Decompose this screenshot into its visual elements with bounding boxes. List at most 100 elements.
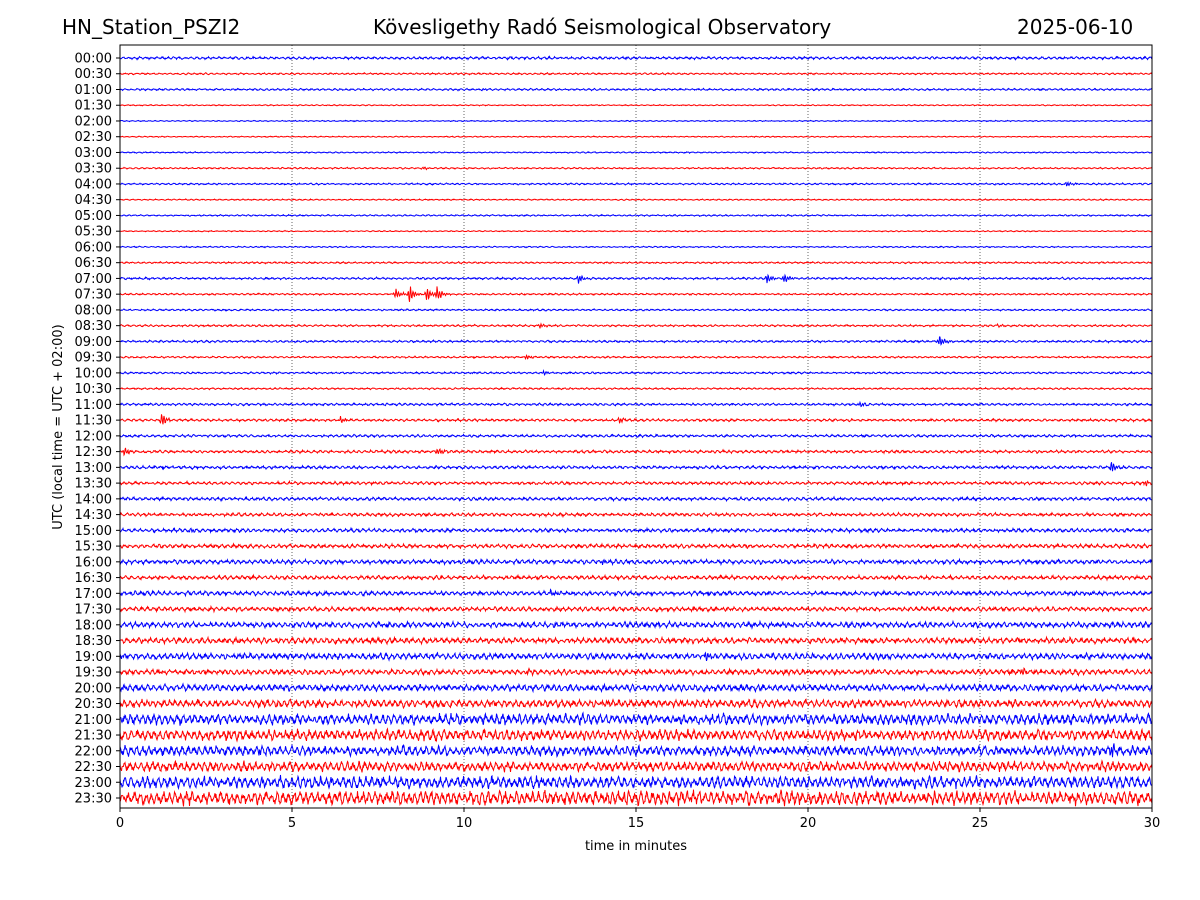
trace-1730 [119,604,1153,614]
trace-0130 [119,103,1153,107]
trace-1930 [119,667,1153,678]
date-label: 2025-06-10 [1017,15,1134,39]
y-tick-label: 07:30 [75,288,112,303]
trace-0400 [119,181,1153,187]
x-tick-label: 10 [456,816,473,831]
x-tick-label: 5 [288,816,296,831]
trace-1100 [119,400,1153,408]
trace-0030 [119,71,1152,76]
y-tick-label: 10:30 [75,382,112,397]
trace-1130 [119,414,1153,425]
y-tick-label: 17:00 [75,587,112,602]
trace-1630 [120,573,1153,582]
trace-0900 [119,336,1153,346]
trace-0700 [119,273,1153,284]
x-axis-label: time in minutes [585,839,687,854]
y-tick-label: 05:00 [75,209,112,224]
y-tick-label: 10:00 [75,366,112,381]
y-tick-label: 03:30 [75,162,112,177]
trace-1000 [119,368,1153,376]
trace-0800 [120,308,1153,312]
trace-2300 [119,774,1153,791]
trace-0500 [119,213,1153,218]
trace-2030 [119,697,1153,710]
trace-1230 [119,447,1153,457]
y-tick-label: 15:30 [75,540,112,555]
y-tick-label: 09:30 [75,351,112,366]
trace-0530 [120,229,1152,233]
trace-0100 [119,87,1153,92]
trace-0730 [119,286,1153,302]
trace-0330 [119,166,1153,171]
y-tick-label: 19:30 [75,666,112,681]
y-tick-label: 23:00 [75,776,112,791]
trace-1200 [119,433,1153,439]
x-tick-label: 15 [628,816,645,831]
y-tick-label: 01:30 [75,99,112,114]
trace-1830 [119,635,1153,646]
trace-1330 [119,479,1152,487]
y-tick-label: 08:00 [75,303,112,318]
trace-2000 [119,682,1153,694]
y-tick-label: 07:00 [75,272,112,287]
y-tick-label: 02:00 [75,114,112,129]
x-tick-label: 30 [1144,816,1161,831]
y-tick-label: 13:30 [75,477,112,492]
y-tick-label: 06:00 [75,240,112,255]
x-tick-label: 25 [972,816,989,831]
y-tick-label: 11:30 [75,414,112,429]
trace-1600 [119,557,1153,567]
y-tick-label: 12:30 [75,445,112,460]
trace-1430 [119,511,1153,519]
trace-1700 [119,588,1153,598]
trace-1300 [119,462,1153,472]
chart-title: Kövesligethy Radó Seismological Observat… [373,15,832,39]
y-tick-label: 15:00 [75,524,112,539]
y-tick-label: 09:00 [75,335,112,350]
trace-1900 [119,651,1153,662]
trace-1530 [119,542,1153,550]
y-tick-label: 23:30 [75,792,112,807]
y-tick-label: 08:30 [75,319,112,334]
x-tick-label: 20 [800,816,817,831]
y-tick-label: 18:00 [75,618,112,633]
trace-2230 [119,759,1153,774]
y-tick-label: 11:00 [75,398,112,413]
y-tick-label: 14:00 [75,492,112,507]
y-axis-label: UTC (local time = UTC + 02:00) [51,324,66,529]
y-tick-label: 12:00 [75,429,112,444]
trace-2330 [119,789,1153,807]
trace-0830 [119,322,1153,329]
y-tick-label: 22:30 [75,760,112,775]
trace-2130 [119,727,1153,743]
y-tick-label: 06:30 [75,256,112,271]
trace-0930 [119,354,1153,361]
trace-2200 [119,743,1153,759]
y-tick-label: 16:00 [75,555,112,570]
x-tick-label: 0 [116,816,124,831]
y-tick-label: 04:30 [75,193,112,208]
trace-1400 [119,495,1153,503]
y-tick-label: 20:30 [75,697,112,712]
y-tick-label: 21:30 [75,729,112,744]
y-tick-label: 03:00 [75,146,112,161]
trace-0430 [119,198,1153,202]
y-tick-label: 05:30 [75,225,112,240]
trace-0230 [119,135,1153,139]
trace-0000 [119,55,1153,61]
y-tick-label: 17:30 [75,603,112,618]
y-tick-label: 20:00 [75,681,112,696]
trace-0600 [119,245,1152,249]
y-tick-label: 04:00 [75,177,112,192]
trace-1030 [120,386,1153,391]
y-tick-label: 01:00 [75,83,112,98]
y-tick-label: 19:00 [75,650,112,665]
trace-0200 [119,119,1152,123]
y-tick-label: 14:30 [75,508,112,523]
y-tick-label: 18:30 [75,634,112,649]
station-name: HN_Station_PSZI2 [62,15,241,39]
trace-2100 [119,711,1153,727]
y-tick-label: 00:00 [75,52,112,67]
trace-0630 [119,260,1152,265]
